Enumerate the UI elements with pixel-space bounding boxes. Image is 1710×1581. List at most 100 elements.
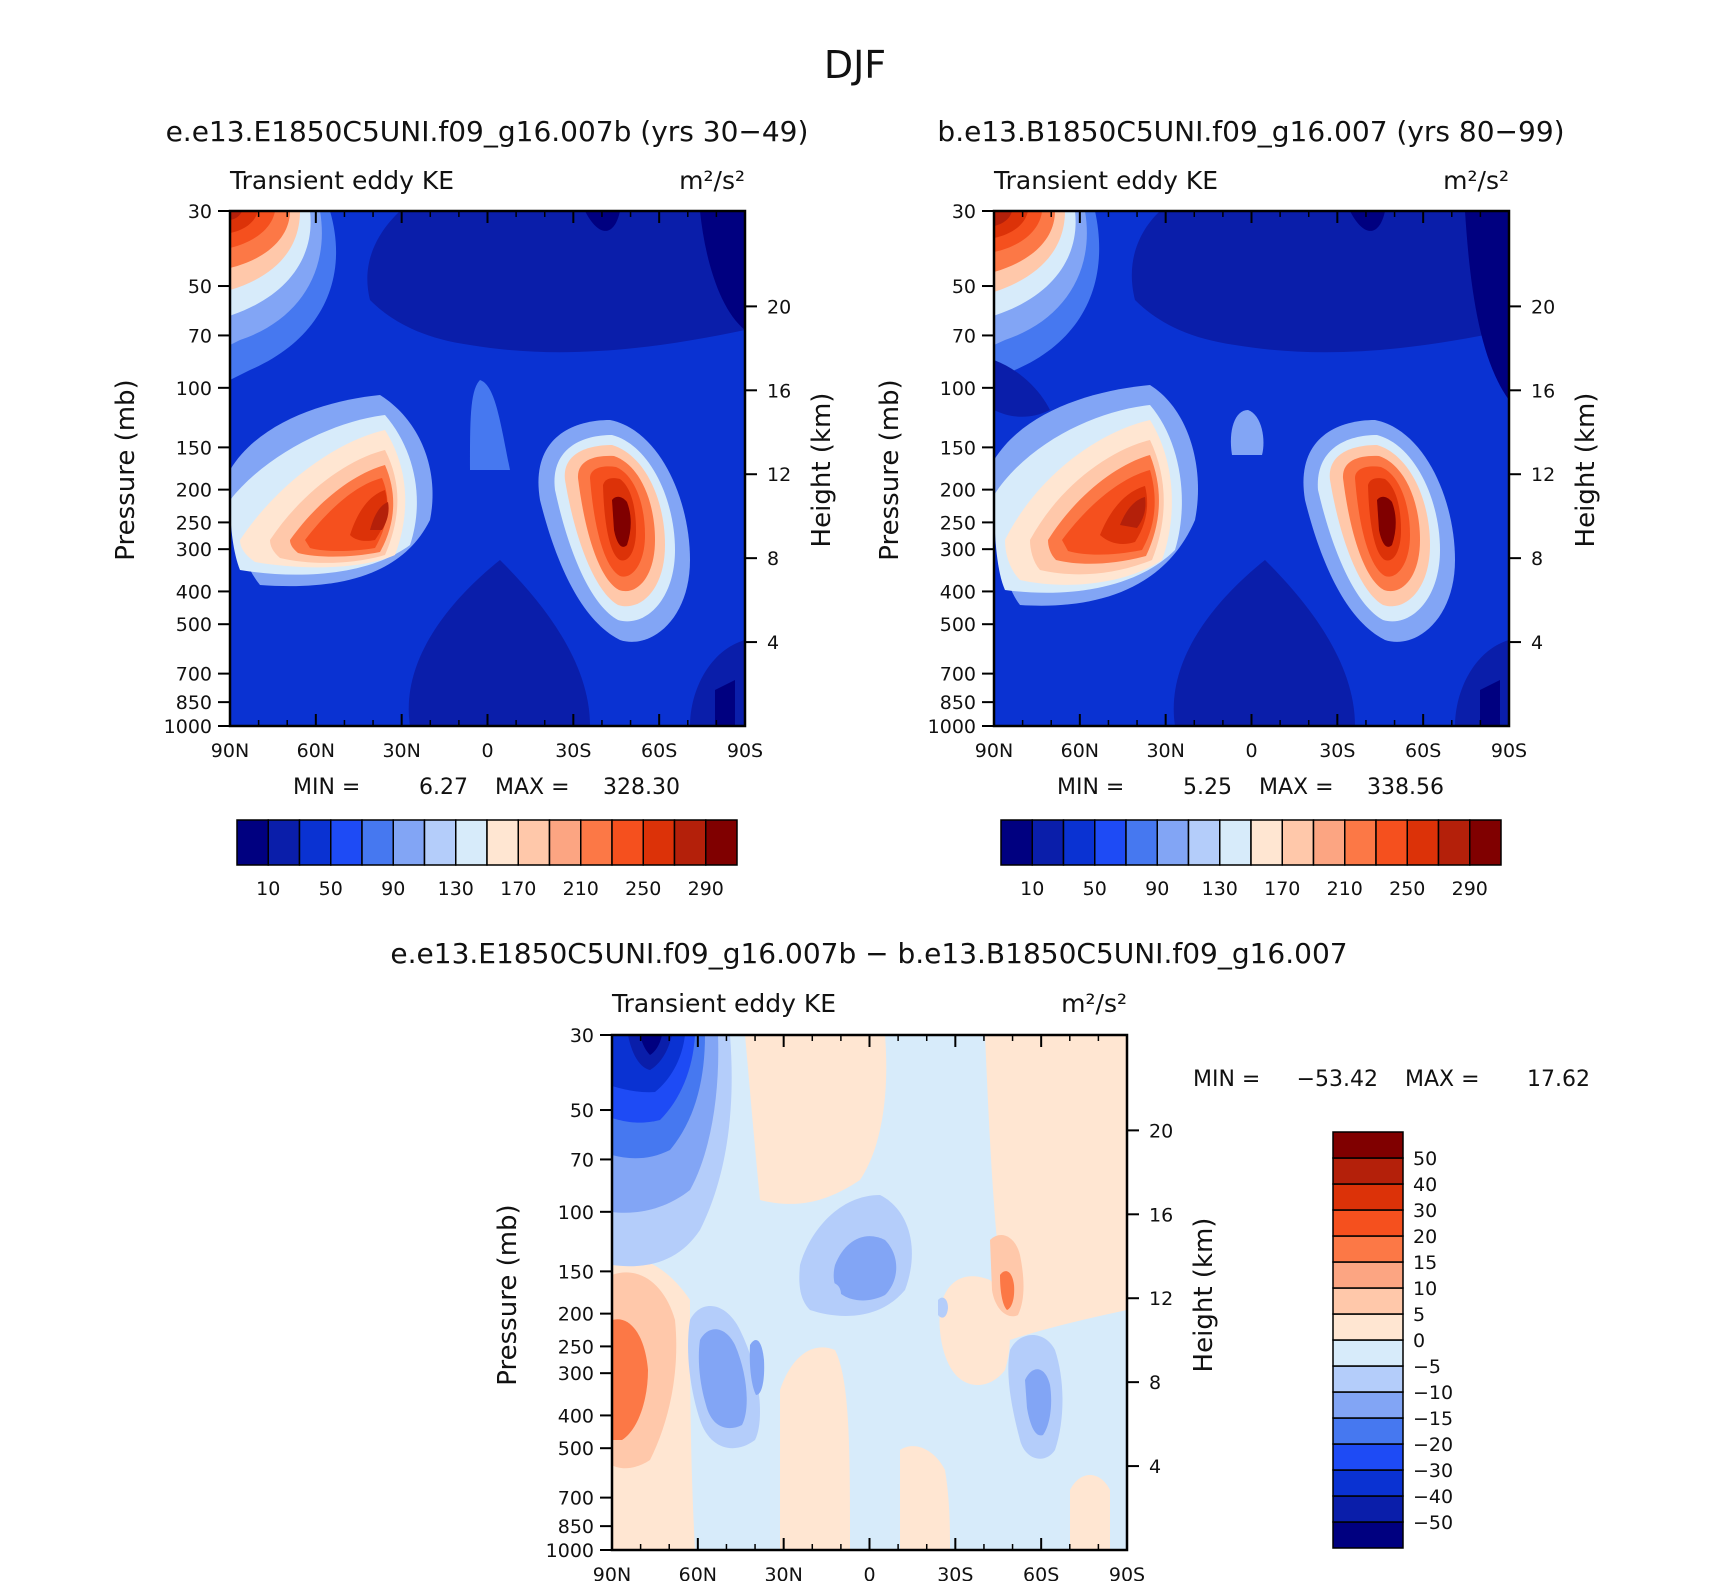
panel3-y2-ticks: 4 8 12 16 20 — [1127, 1120, 1173, 1478]
panel2-colorbar: 10 50 90 130 170 210 250 290 — [1000, 819, 1502, 900]
x-tick-label: 90S — [727, 740, 763, 762]
y2-tick-label: 16 — [767, 380, 791, 402]
panel1-ylabel: Pressure (mb) — [111, 379, 141, 560]
x-tick-label: 30S — [937, 1564, 973, 1581]
colorbar-swatch — [1332, 1287, 1404, 1315]
panel1-title: e.e13.E1850C5UNI.f09_g16.007b (yrs 30−49… — [166, 115, 809, 148]
y-tick-label: 400 — [940, 581, 976, 603]
colorbar-label: −10 — [1413, 1382, 1453, 1404]
colorbar-label: 40 — [1413, 1174, 1437, 1196]
x-tick-label: 60S — [641, 740, 677, 762]
x-tick-label: 60S — [1023, 1564, 1059, 1581]
colorbar-swatch — [1031, 819, 1065, 866]
panel2-max-value: 338.56 — [1367, 775, 1444, 800]
panel1-max-label: MAX = — [495, 775, 570, 800]
colorbar-swatch — [1187, 819, 1221, 866]
panel-3: Transient eddy KE m²/s² — [493, 989, 1590, 1581]
colorbar-label: 170 — [500, 878, 536, 900]
y2-tick-label: 20 — [1531, 296, 1555, 318]
y-tick-label: 200 — [940, 480, 976, 502]
colorbar-label: −15 — [1413, 1408, 1453, 1430]
panel3-units-label: m²/s² — [1061, 989, 1127, 1018]
y-tick-label: 100 — [940, 378, 976, 400]
y-tick-label: 850 — [558, 1516, 594, 1538]
panel2-field — [994, 211, 1509, 726]
colorbar-swatch — [1062, 819, 1096, 866]
y2-tick-label: 8 — [767, 548, 779, 570]
x-tick-label: 30N — [764, 1564, 802, 1581]
colorbar-swatch — [548, 819, 582, 866]
colorbar-label: −40 — [1413, 1486, 1453, 1508]
colorbar-swatch — [1156, 819, 1190, 866]
panel1-x-ticks: 90N 60N 30N 0 30S 60S 90S — [211, 211, 763, 762]
colorbar-swatch — [267, 819, 301, 866]
colorbar-swatch — [455, 819, 488, 866]
y-tick-label: 70 — [952, 325, 976, 347]
panel1-field — [230, 211, 745, 726]
colorbar-swatch — [361, 819, 394, 866]
colorbar-swatch — [1000, 819, 1033, 866]
y2-tick-label: 4 — [1531, 632, 1543, 654]
panel3-min-label: MIN = — [1193, 1067, 1260, 1092]
y-tick-label: 850 — [940, 692, 976, 714]
y-tick-label: 700 — [558, 1488, 594, 1510]
y-tick-label: 1000 — [164, 716, 212, 738]
colorbar-label: 5 — [1413, 1304, 1425, 1326]
y-tick-label: 250 — [558, 1336, 594, 1358]
y2-tick-label: 4 — [767, 632, 779, 654]
colorbar-label: 90 — [1145, 878, 1169, 900]
panel3-variable-label: Transient eddy KE — [611, 989, 836, 1018]
panel1-variable-label: Transient eddy KE — [229, 166, 454, 195]
colorbar-swatch — [1332, 1417, 1404, 1445]
y-tick-label: 70 — [188, 325, 212, 347]
x-tick-label: 90S — [1491, 740, 1527, 762]
x-tick-label: 90S — [1109, 1564, 1145, 1581]
y-tick-label: 50 — [188, 276, 212, 298]
panel3-field — [612, 1035, 1127, 1550]
y-tick-label: 500 — [940, 614, 976, 636]
panel1-min-value: 6.27 — [419, 775, 468, 800]
panel3-x-ticks: 90N 60N 30N 0 30S 60S 90S — [593, 1035, 1145, 1581]
y-tick-label: 500 — [176, 614, 212, 636]
colorbar-swatch — [1094, 819, 1127, 866]
y-tick-label: 300 — [558, 1363, 594, 1385]
x-tick-label: 60N — [679, 1564, 717, 1581]
panel3-ylabel: Pressure (mb) — [493, 1204, 523, 1385]
y-tick-label: 1000 — [546, 1540, 594, 1562]
colorbar-label: 10 — [256, 878, 280, 900]
y-tick-label: 200 — [558, 1304, 594, 1326]
panel1-y2-ticks: 4 8 12 16 20 — [745, 296, 791, 654]
panel2-max-label: MAX = — [1259, 775, 1334, 800]
figure-title: DJF — [824, 43, 886, 87]
x-tick-label: 90N — [211, 740, 249, 762]
colorbar-swatch — [1332, 1157, 1404, 1185]
colorbar-label: 10 — [1020, 878, 1044, 900]
y-tick-label: 100 — [176, 378, 212, 400]
panel3-max-value: 17.62 — [1527, 1067, 1590, 1092]
colorbar-swatch — [1312, 819, 1346, 866]
x-tick-label: 0 — [863, 1564, 875, 1581]
y-tick-label: 30 — [570, 1025, 594, 1047]
panel3-min-value: −53.42 — [1297, 1067, 1378, 1092]
colorbar-swatch — [1219, 819, 1252, 866]
colorbar-swatch — [673, 819, 707, 866]
colorbar-label: −5 — [1413, 1356, 1441, 1378]
panel1-max-value: 328.30 — [603, 775, 680, 800]
y2-tick-label: 8 — [1531, 548, 1543, 570]
colorbar-label: −50 — [1413, 1512, 1453, 1534]
y-tick-label: 150 — [176, 437, 212, 459]
colorbar-swatch — [1332, 1313, 1404, 1341]
colorbar-label: 50 — [1413, 1148, 1437, 1170]
y2-tick-label: 12 — [1531, 464, 1555, 486]
colorbar-swatch — [1332, 1183, 1404, 1211]
colorbar-swatch — [330, 819, 363, 866]
colorbar-swatch — [298, 819, 332, 866]
panel1-colorbar: 10 50 90 130 170 210 250 290 — [236, 819, 738, 900]
colorbar-label: 130 — [438, 878, 474, 900]
colorbar-swatch — [1344, 819, 1377, 866]
y-tick-label: 50 — [570, 1100, 594, 1122]
y-tick-label: 300 — [176, 539, 212, 561]
colorbar-swatch — [1375, 819, 1408, 866]
colorbar-swatch — [1332, 1235, 1404, 1263]
